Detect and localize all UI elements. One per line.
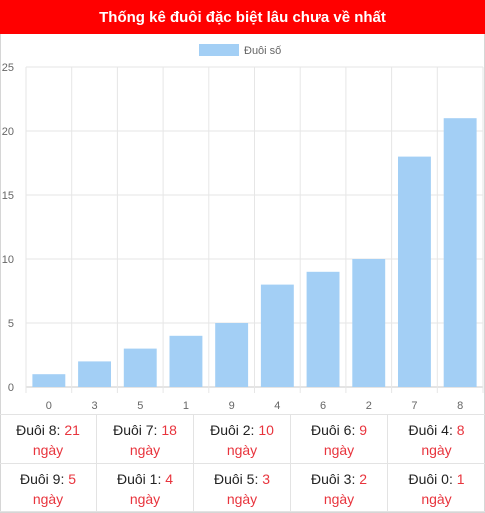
stat-unit: ngày bbox=[32, 442, 64, 458]
stat-value: 4 bbox=[165, 470, 174, 487]
stat-value: 10 bbox=[258, 422, 274, 438]
stat-value: 5 bbox=[68, 470, 77, 487]
stat-cell: Đuôi 8: 21 ngày bbox=[0, 415, 97, 464]
stat-label: Đuôi 6: bbox=[310, 422, 356, 438]
x-tick-label: 7 bbox=[411, 400, 417, 412]
stat-unit: ngày bbox=[129, 490, 161, 507]
stat-cell: Đuôi 6: 9 ngày bbox=[291, 415, 388, 464]
stat-unit: ngày bbox=[226, 442, 258, 458]
x-tick-label: 5 bbox=[137, 400, 143, 412]
x-tick-label: 9 bbox=[229, 400, 235, 412]
stat-label: Đuôi 8: bbox=[16, 422, 61, 438]
y-tick-label: 15 bbox=[2, 190, 14, 202]
chart-header: Thống kê đuôi đặc biệt lâu chưa về nhất bbox=[0, 0, 485, 34]
stat-cell: Đuôi 0: 1 ngày bbox=[388, 464, 485, 512]
stat-value: 8 bbox=[456, 422, 465, 438]
bar-3 bbox=[78, 361, 112, 387]
stat-label: Đuôi 7: bbox=[113, 422, 158, 438]
y-tick-label: 0 bbox=[8, 382, 14, 394]
stat-value: 1 bbox=[456, 470, 465, 487]
stat-unit: ngày bbox=[421, 490, 452, 507]
stat-label: Đuôi 1: bbox=[116, 470, 162, 487]
stat-label: Đuôi 5: bbox=[213, 470, 259, 487]
bar-7 bbox=[397, 156, 431, 387]
stat-value: 21 bbox=[64, 422, 80, 438]
legend-swatch bbox=[199, 44, 239, 56]
bar-2 bbox=[352, 259, 386, 387]
stats-grid: Đuôi 8: 21 ngày Đuôi 7: 18 ngày Đuôi 2: 10 ng… bbox=[0, 414, 485, 512]
bar-chart: 0 5 10 15 20 25 0 3 5 1 9 4 6 2 7 8 Đuôi số bbox=[2, 44, 484, 412]
chart-area: 0 5 10 15 20 25 0 3 5 1 9 4 6 2 7 8 Đuôi số bbox=[0, 34, 485, 414]
y-tick-label: 5 bbox=[8, 318, 14, 330]
x-tick-label: 6 bbox=[320, 400, 326, 412]
bar-9 bbox=[215, 323, 249, 387]
stat-unit: ngày bbox=[323, 442, 355, 458]
stat-unit: ngày bbox=[226, 490, 258, 507]
bar-8 bbox=[443, 118, 477, 387]
legend-label: Đuôi số bbox=[244, 45, 281, 57]
stat-unit: ngày bbox=[323, 490, 355, 507]
stat-cell: Đuôi 7: 18 ngày bbox=[97, 415, 194, 464]
x-tick-label: 2 bbox=[366, 400, 372, 412]
page-title: Thống kê đuôi đặc biệt lâu chưa về nhất bbox=[99, 8, 386, 26]
stat-unit: ngày bbox=[421, 442, 452, 458]
stat-cell: Đuôi 9: 5 ngày bbox=[0, 463, 97, 512]
stat-cell: Đuôi 4: 8 ngày bbox=[388, 415, 485, 464]
stat-label: Đuôi 4: bbox=[408, 422, 453, 438]
x-tick-label: 1 bbox=[183, 400, 189, 412]
bar-1 bbox=[169, 335, 203, 387]
stat-value: 2 bbox=[359, 470, 368, 487]
x-tick-label: 4 bbox=[274, 400, 280, 412]
stat-value: 9 bbox=[359, 422, 368, 438]
bar-6 bbox=[306, 271, 340, 387]
stat-cell: Đuôi 2: 10 ngày bbox=[194, 415, 291, 464]
y-tick-label: 20 bbox=[2, 126, 14, 138]
bar-4 bbox=[260, 284, 294, 387]
stat-unit: ngày bbox=[32, 490, 64, 507]
stat-value: 3 bbox=[262, 470, 271, 487]
bar-0 bbox=[32, 374, 66, 387]
stat-label: Đuôi 9: bbox=[19, 470, 65, 487]
y-tick-label: 10 bbox=[2, 254, 14, 266]
x-tick-label: 3 bbox=[91, 400, 97, 412]
stat-value: 18 bbox=[161, 422, 177, 438]
x-tick-label: 0 bbox=[46, 400, 52, 412]
stat-cell: Đuôi 5: 3 ngày bbox=[194, 463, 291, 512]
stat-cell: Đuôi 1: 4 ngày bbox=[97, 463, 194, 512]
stat-label: Đuôi 0: bbox=[408, 470, 453, 487]
y-tick-label: 25 bbox=[2, 62, 14, 74]
stat-unit: ngày bbox=[129, 442, 161, 458]
bar-5 bbox=[123, 348, 157, 387]
stat-label: Đuôi 3: bbox=[310, 470, 356, 487]
stat-cell: Đuôi 3: 2 ngày bbox=[291, 463, 388, 512]
x-tick-label: 8 bbox=[457, 400, 463, 412]
stat-label: Đuôi 2: bbox=[210, 422, 255, 438]
